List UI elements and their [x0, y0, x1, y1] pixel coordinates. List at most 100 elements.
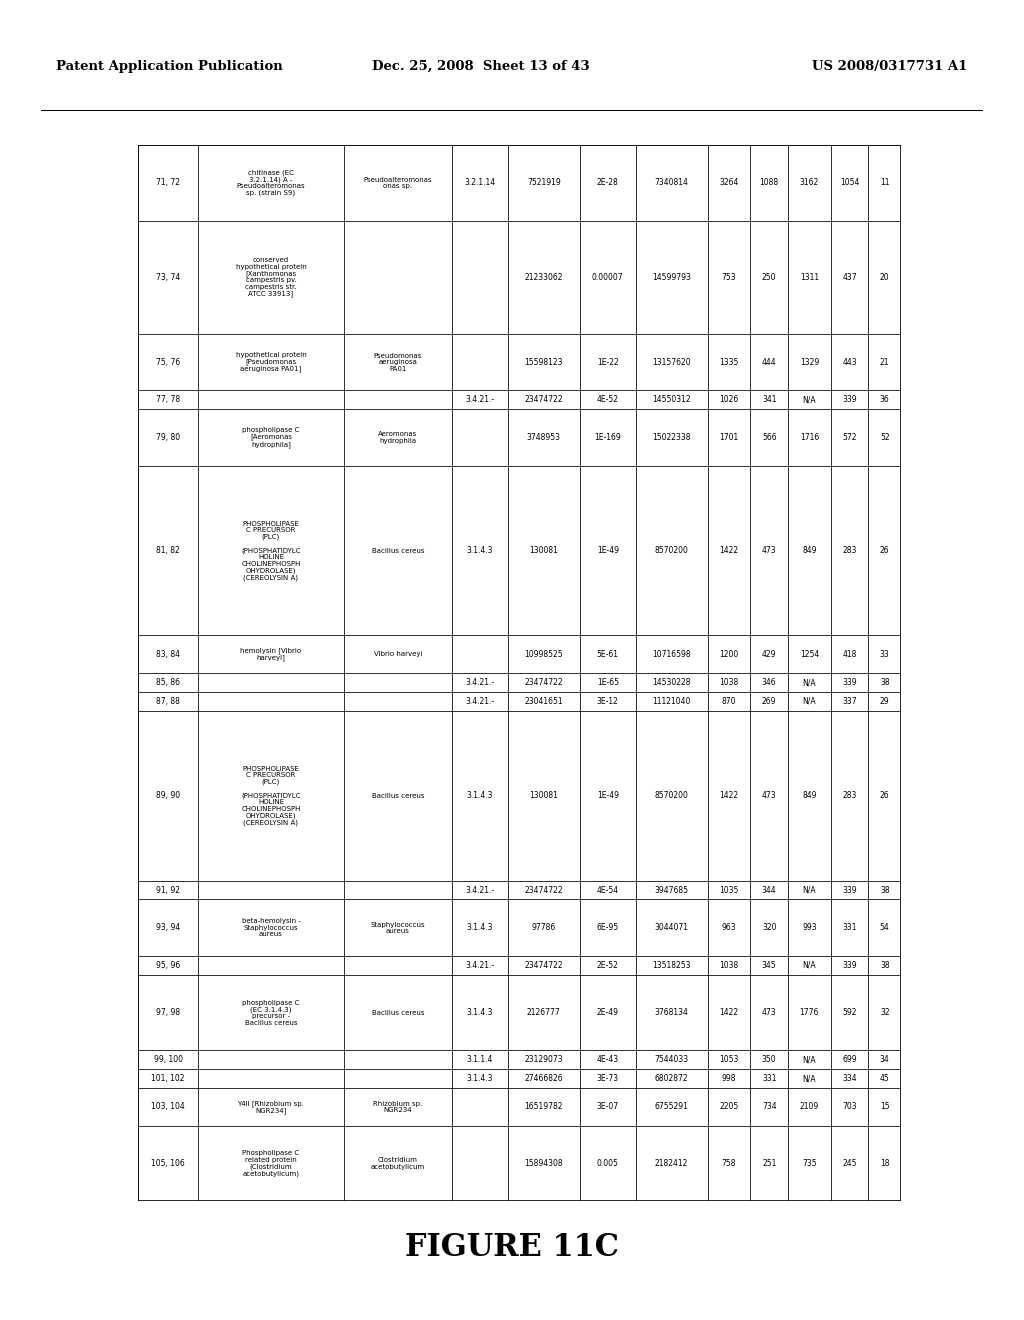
Text: phospholipase C
[Aeromonas
hydrophila]: phospholipase C [Aeromonas hydrophila]	[243, 428, 300, 447]
Bar	[751, 409, 788, 466]
Text: 2E-28: 2E-28	[597, 178, 618, 187]
Bar	[830, 956, 868, 975]
Bar	[198, 409, 344, 466]
Text: 993: 993	[802, 923, 817, 932]
Text: 2109: 2109	[800, 1102, 819, 1111]
Text: 7544033: 7544033	[654, 1055, 689, 1064]
Bar	[580, 880, 636, 899]
Text: 20: 20	[880, 273, 890, 281]
Bar	[751, 673, 788, 692]
Bar	[452, 899, 508, 956]
Bar	[636, 692, 708, 711]
Bar	[508, 673, 580, 692]
Text: 7340814: 7340814	[654, 178, 688, 187]
Bar	[751, 880, 788, 899]
Text: 45: 45	[880, 1074, 890, 1084]
Bar	[452, 635, 508, 673]
Bar	[508, 220, 580, 334]
Text: 3044071: 3044071	[654, 923, 689, 932]
Bar	[580, 220, 636, 334]
Bar	[751, 635, 788, 673]
Bar	[636, 334, 708, 391]
Text: 566: 566	[762, 433, 776, 442]
Text: 572: 572	[843, 433, 857, 442]
Bar	[344, 975, 452, 1051]
Bar	[138, 1069, 198, 1088]
Text: hypothetical protein
[Pseudomonas
aeruginosa PA01]: hypothetical protein [Pseudomonas aerugi…	[236, 352, 306, 372]
Bar	[788, 145, 830, 220]
Text: 33: 33	[880, 649, 890, 659]
Bar	[636, 1126, 708, 1201]
Bar	[344, 711, 452, 880]
Text: Clostridium
acetobutylicum: Clostridium acetobutylicum	[371, 1158, 425, 1170]
Bar	[751, 1126, 788, 1201]
Text: 26: 26	[880, 546, 890, 556]
Bar	[708, 692, 751, 711]
Text: 93, 94: 93, 94	[156, 923, 180, 932]
Text: hemolysin [Vibrio
harveyi]: hemolysin [Vibrio harveyi]	[241, 647, 301, 661]
Bar	[788, 220, 830, 334]
Text: 97, 98: 97, 98	[156, 1008, 180, 1018]
Bar	[868, 334, 901, 391]
Bar	[452, 1088, 508, 1126]
Text: 283: 283	[843, 791, 857, 800]
Text: 23474722: 23474722	[524, 395, 563, 404]
Text: Bacillus cereus: Bacillus cereus	[372, 1010, 424, 1015]
Bar	[708, 220, 751, 334]
Text: Bacillus cereus: Bacillus cereus	[372, 793, 424, 799]
Bar	[868, 145, 901, 220]
Text: 15894308: 15894308	[524, 1159, 563, 1168]
Text: 734: 734	[762, 1102, 776, 1111]
Text: 339: 339	[842, 886, 857, 895]
Text: 2182412: 2182412	[655, 1159, 688, 1168]
Text: 753: 753	[722, 273, 736, 281]
Text: 15: 15	[880, 1102, 890, 1111]
Text: 1088: 1088	[760, 178, 779, 187]
Bar	[508, 635, 580, 673]
Text: PHOSPHOLIPASE
C PRECURSOR
(PLC)

(PHOSPHATIDYLC
HOLINE
CHOLINEPHOSPH
OHYDROLASE): PHOSPHOLIPASE C PRECURSOR (PLC) (PHOSPHA…	[242, 766, 301, 826]
Text: 3.1.4.3: 3.1.4.3	[467, 923, 494, 932]
Bar	[751, 899, 788, 956]
Text: 245: 245	[843, 1159, 857, 1168]
Bar	[788, 711, 830, 880]
Text: 130081: 130081	[529, 546, 558, 556]
Text: 16519782: 16519782	[524, 1102, 563, 1111]
Text: 1422: 1422	[720, 546, 738, 556]
Bar	[580, 956, 636, 975]
Text: N/A: N/A	[803, 886, 816, 895]
Bar	[508, 1126, 580, 1201]
Text: 5E-61: 5E-61	[597, 649, 618, 659]
Bar	[138, 692, 198, 711]
Bar	[788, 391, 830, 409]
Text: 1038: 1038	[720, 961, 738, 970]
Bar	[138, 673, 198, 692]
Bar	[636, 880, 708, 899]
Bar	[751, 334, 788, 391]
Bar	[868, 220, 901, 334]
Bar	[580, 1051, 636, 1069]
Text: 849: 849	[802, 791, 816, 800]
Bar	[636, 466, 708, 635]
Text: 3.1.4.3: 3.1.4.3	[467, 546, 494, 556]
Bar	[508, 975, 580, 1051]
Bar	[452, 673, 508, 692]
Text: chitinase (EC
3.2.1.14) A -
Pseudoalteromonas
sp. (strain S9): chitinase (EC 3.2.1.14) A - Pseudoaltero…	[237, 169, 305, 197]
Text: 1E-65: 1E-65	[597, 678, 618, 688]
Bar	[788, 899, 830, 956]
Bar	[830, 673, 868, 692]
Bar	[452, 711, 508, 880]
Bar	[830, 899, 868, 956]
Text: 444: 444	[762, 358, 776, 367]
Bar	[830, 391, 868, 409]
Text: Y4II [Rhizobium sp.
NGR234]: Y4II [Rhizobium sp. NGR234]	[238, 1100, 304, 1114]
Text: 34: 34	[880, 1055, 890, 1064]
Bar	[636, 1051, 708, 1069]
Bar	[708, 1126, 751, 1201]
Text: 1035: 1035	[719, 886, 738, 895]
Bar	[751, 220, 788, 334]
Text: 1E-22: 1E-22	[597, 358, 618, 367]
Text: 103, 104: 103, 104	[152, 1102, 185, 1111]
Bar	[708, 466, 751, 635]
Text: 592: 592	[843, 1008, 857, 1018]
Text: 95, 96: 95, 96	[156, 961, 180, 970]
